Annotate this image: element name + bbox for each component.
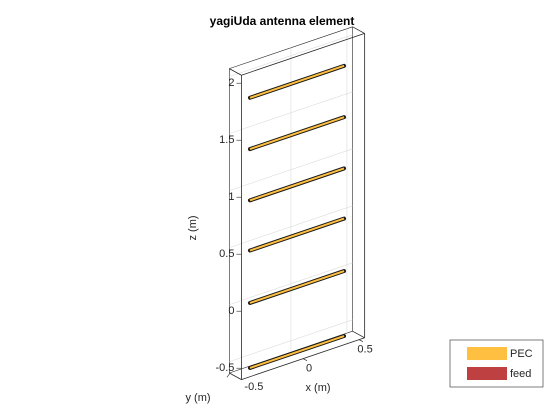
legend-swatch	[467, 347, 507, 360]
y-axis-label: y (m)	[185, 392, 210, 404]
x-tick-label: 0	[306, 363, 312, 375]
box-edge	[229, 68, 242, 76]
z-tick-label: 0.5	[219, 248, 234, 260]
box-edge	[229, 372, 242, 380]
y-tick-label: -0.5	[244, 381, 263, 393]
x-tick	[302, 358, 308, 361]
element	[249, 217, 345, 252]
chart-title: yagiUda antenna element	[210, 14, 355, 28]
element	[249, 270, 345, 304]
z-tick-label: 2	[228, 77, 234, 89]
z-axis-label: z (m)	[187, 215, 199, 240]
legend-label: PEC	[510, 348, 533, 360]
box-edge	[352, 330, 365, 339]
x-tick	[358, 339, 364, 342]
y-tick	[226, 373, 231, 378]
box-edge	[241, 33, 365, 76]
z-tick-label: 1.5	[219, 134, 234, 146]
x-tick-label: 0.5	[357, 344, 372, 356]
box-edge	[352, 26, 365, 34]
element	[249, 64, 345, 99]
x-axis-label: x (m)	[305, 382, 330, 394]
element	[249, 116, 345, 151]
legend-label: feed	[510, 368, 531, 380]
z-tick-label: 1	[228, 191, 234, 203]
z-tick-label: 0	[228, 305, 234, 317]
z-tick-label: -0.5	[215, 362, 234, 374]
legend-swatch	[467, 367, 507, 380]
element	[249, 167, 345, 202]
element	[249, 335, 345, 369]
